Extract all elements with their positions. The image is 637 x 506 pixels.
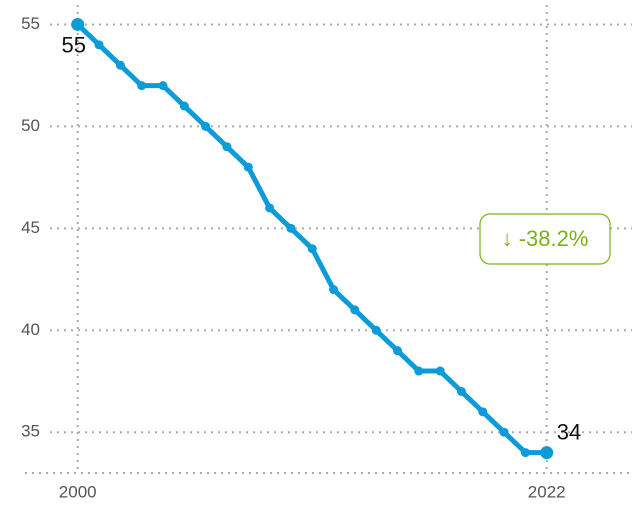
y-tick-label: 50 bbox=[21, 116, 40, 135]
point bbox=[307, 244, 317, 254]
data-label: 34 bbox=[557, 419, 581, 444]
y-tick-label: 40 bbox=[21, 320, 40, 339]
point bbox=[499, 427, 509, 437]
point bbox=[435, 366, 445, 376]
point bbox=[371, 325, 381, 335]
point bbox=[71, 17, 85, 31]
annotation-box bbox=[479, 213, 611, 265]
point bbox=[94, 40, 104, 50]
x-tick-label: 2000 bbox=[59, 482, 97, 501]
point bbox=[265, 203, 275, 213]
line bbox=[75, 22, 547, 456]
point bbox=[414, 366, 424, 376]
point bbox=[222, 142, 232, 152]
y-tick-label: 55 bbox=[21, 14, 40, 33]
y-tick-label: 35 bbox=[21, 422, 40, 441]
point bbox=[286, 223, 296, 233]
point bbox=[478, 407, 488, 417]
point bbox=[243, 162, 253, 172]
point bbox=[179, 101, 189, 111]
point bbox=[520, 448, 530, 458]
point bbox=[540, 446, 554, 460]
annotation: ↓ -38.2% bbox=[502, 226, 589, 251]
y-tick-label: 45 bbox=[21, 218, 40, 237]
point bbox=[350, 305, 360, 315]
point bbox=[329, 285, 339, 295]
point bbox=[392, 346, 402, 356]
point bbox=[137, 81, 147, 91]
point bbox=[201, 121, 211, 131]
point bbox=[158, 81, 168, 91]
x-tick-label: 2022 bbox=[528, 482, 566, 501]
data-label: 55 bbox=[61, 32, 85, 57]
point bbox=[115, 60, 125, 70]
point bbox=[456, 386, 466, 396]
